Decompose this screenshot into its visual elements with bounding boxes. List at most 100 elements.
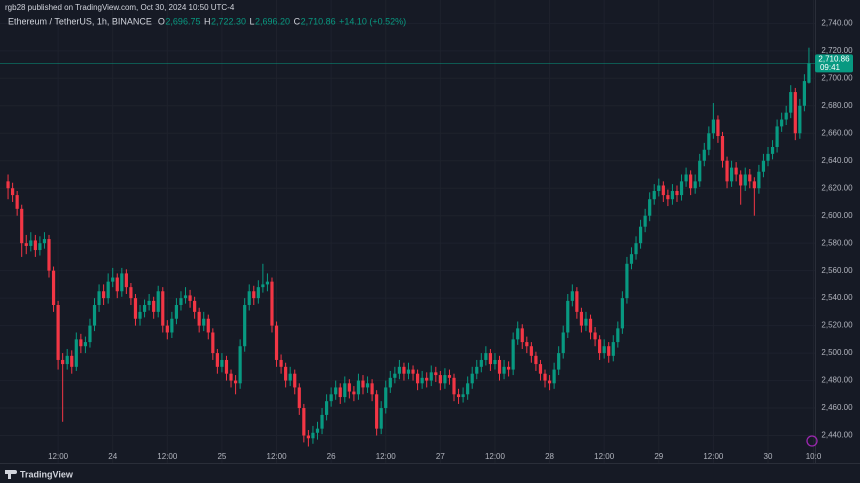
candle-body [11,188,15,196]
candle-body [92,305,97,326]
candle-body [38,243,42,251]
candle-body [616,328,620,343]
candle-body [197,311,201,326]
candle-body [138,311,142,319]
candle-body [70,355,74,367]
candle-body [224,359,229,374]
x-tick-label: 27 [436,452,445,461]
candle-body [734,167,738,175]
y-tick-label: 2,440.00 [821,431,853,440]
candle-body [748,174,752,182]
candle-body [625,263,629,299]
candle-body [588,318,593,333]
candle-body [111,277,115,282]
alert-circle[interactable] [806,435,818,447]
candle-body [365,383,370,388]
candle-body [789,92,793,113]
y-tick-label: 2,500.00 [821,348,853,357]
y-tick-label: 2,560.00 [821,266,853,275]
candle-body [83,342,88,347]
y-tick-label: 2,580.00 [821,238,853,247]
candle-body [566,300,570,333]
candle-body [302,408,306,436]
candle-body [406,369,411,374]
candle-body [807,63,811,83]
candle-body [780,119,784,127]
candle-body [757,171,761,189]
candle-body [65,355,69,365]
x-tick-label: 12:00 [376,452,397,461]
candle-body [461,394,465,398]
candle-body [247,291,251,306]
candle-body [170,318,174,333]
candle-body [634,243,638,255]
x-tick-label: 30 [764,452,773,461]
candle-body [802,81,806,106]
candle-body [270,281,274,326]
candle-body [88,325,92,343]
candle-body [525,342,529,347]
candle-body [124,273,128,288]
candle-body [384,387,388,409]
candle-body [657,185,661,191]
candle-body [211,332,215,354]
candle-body [106,281,110,299]
candle-body [693,181,697,189]
candle-body [47,239,51,271]
legend-value: 2,696.20 [255,16,290,26]
candle-body [265,281,270,285]
candle-body [602,346,606,354]
y-tick-label: 2,680.00 [821,101,853,110]
candle-body [297,387,301,409]
candle-body [165,325,169,333]
candle-body [29,240,33,246]
legend-value: 2,710.86 [301,16,336,26]
logo-mark [5,470,15,474]
candle-body [388,377,392,388]
candle-body [475,366,479,374]
y-tick-label: 2,620.00 [821,183,853,192]
candle-body [575,291,579,312]
candle-body [675,190,679,196]
candle-body [420,377,424,384]
candle-body [42,239,47,244]
candle-body [243,305,247,347]
candle-body [56,305,60,360]
candle-body [174,305,179,319]
candle-body [193,300,197,312]
candle-body [743,174,747,186]
candle-body [115,277,119,292]
candle-body [702,149,706,161]
candle-body [152,300,156,312]
candle-body [343,383,347,398]
candle-body [538,364,543,374]
candle-body [334,387,338,395]
candle-body [698,160,702,182]
logo: TradingView [5,469,74,479]
ohlc-legend: O 2,696.75 H 2,722.30 L 2,696.20 C 2,710.86 +14.… [158,16,406,26]
candle-body [229,373,233,381]
candle-body [502,366,506,374]
candle-body [689,174,693,189]
candle-body [447,375,452,378]
candle-body [379,408,383,429]
candle-body [361,380,365,388]
candle-body [561,332,565,354]
candle-body [493,359,497,365]
candle-body [479,359,483,367]
y-tick-label: 2,720.00 [821,46,853,55]
y-tick-label: 2,740.00 [821,18,853,27]
last-price-label: 2,710.86 [818,55,850,64]
candle-body [520,328,524,343]
alert-icon[interactable] [806,435,818,447]
candle-body [320,414,324,429]
candle-body [652,190,656,200]
candle-body [752,181,756,189]
candle-body [256,287,260,299]
y-tick-label: 2,460.00 [821,403,853,412]
x-tick-label: 29 [654,452,663,461]
symbol: Ethereum / TetherUS, 1h, BINANCE [8,16,152,26]
candle-body [402,366,406,374]
candle-body [352,391,356,395]
